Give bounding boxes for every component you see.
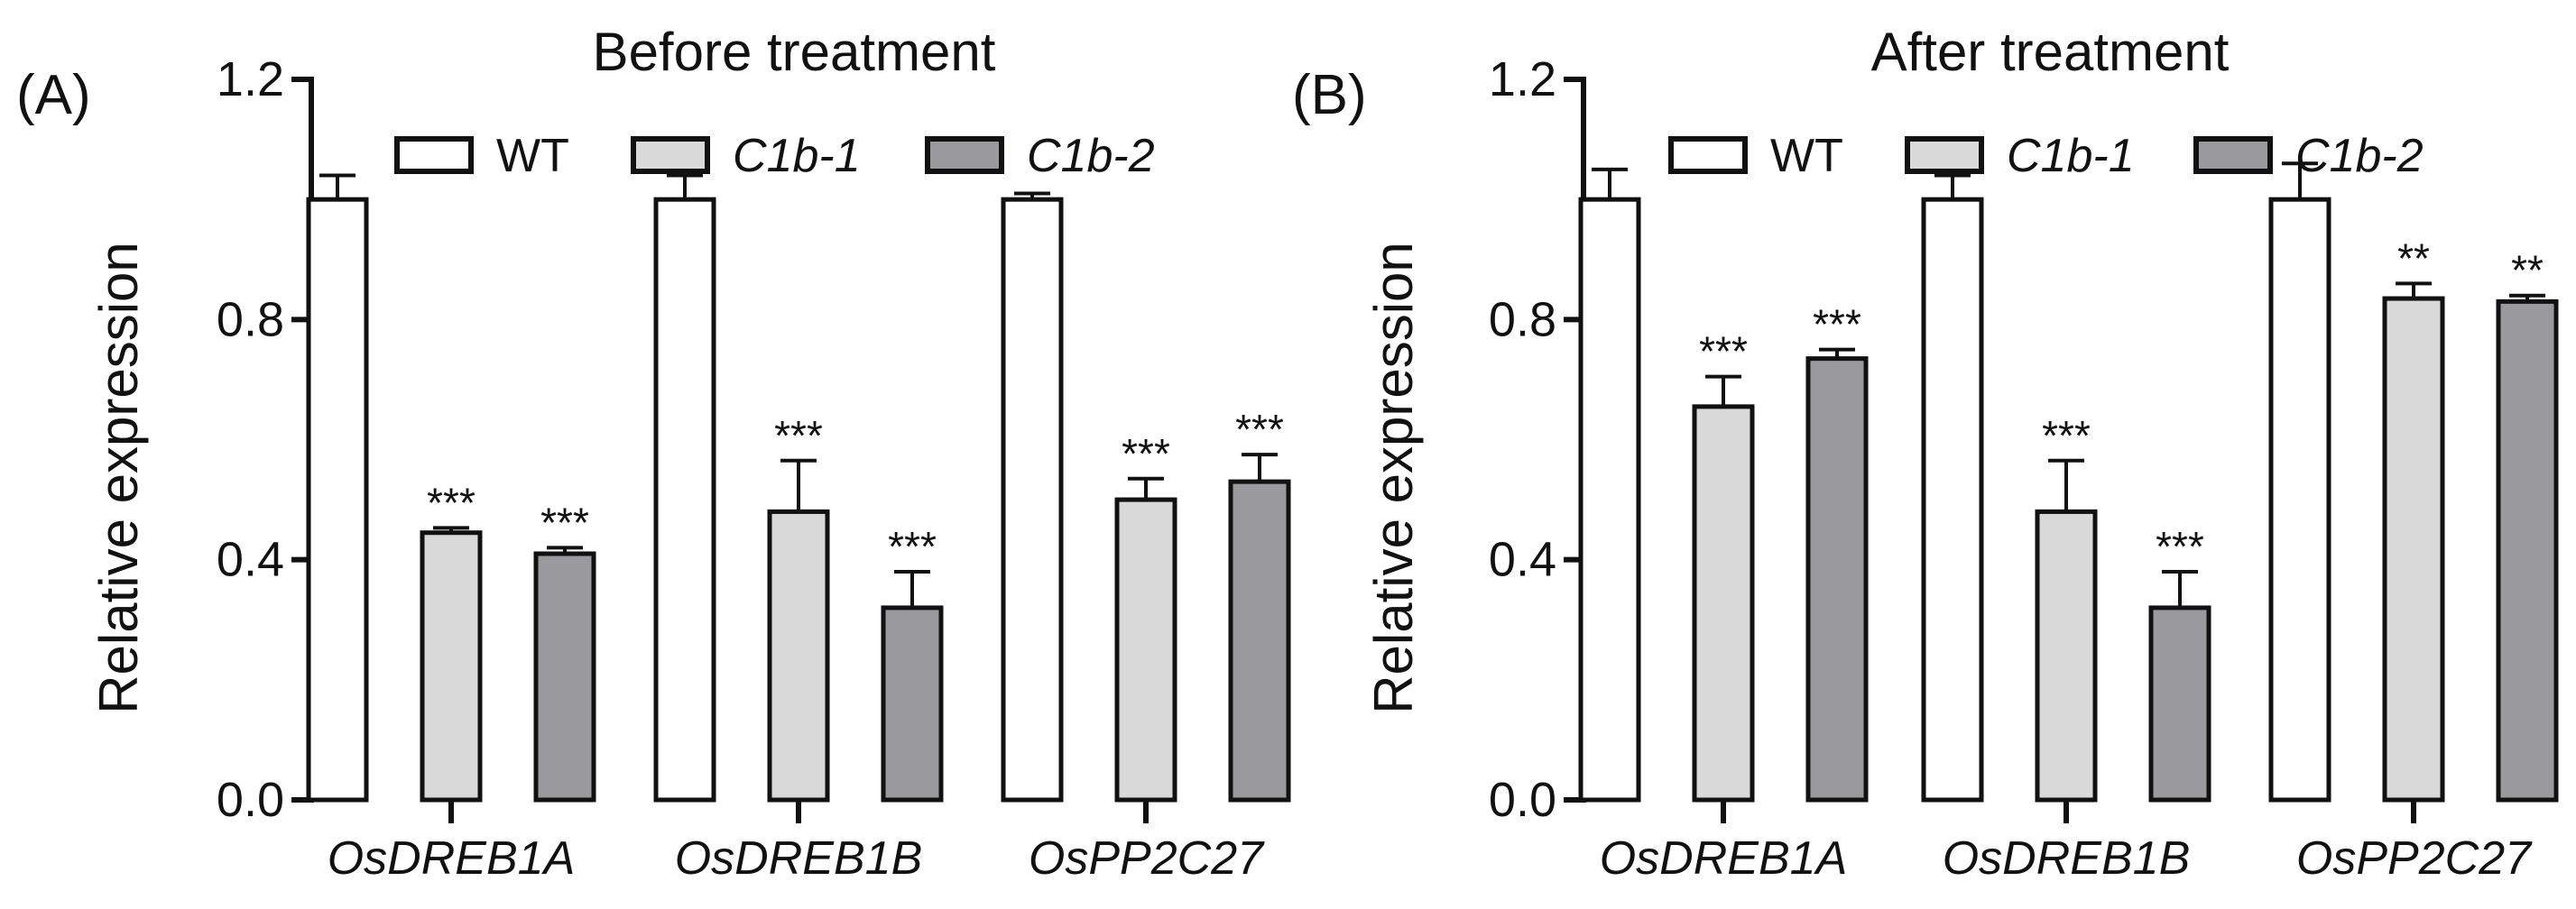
- significance-label: ***: [888, 523, 937, 570]
- panel-a-axes: 0.0 0.4 0.8 1.2 *** *** OsDREB1A *** *** OsDREB1B…: [217, 52, 1291, 885]
- panel-b-title: After treatment: [1871, 22, 2230, 82]
- legend-label-c1b-2: C1b-2: [2295, 130, 2424, 182]
- legend-swatch-c1b-1: [1905, 136, 1984, 174]
- legend-label-c1b-2: C1b-2: [1027, 130, 1155, 182]
- panel-a: (A) Before treatment Relative expression…: [16, 22, 1291, 885]
- legend-swatch-c1b-2: [925, 136, 1004, 174]
- significance-label: ***: [1235, 406, 1284, 453]
- y-tick-label: 0.4: [217, 533, 284, 587]
- bar: [420, 530, 483, 803]
- y-tick-label: 1.2: [217, 52, 284, 106]
- panel-a-y-axis-label: Relative expression: [88, 242, 149, 714]
- panel-a-label: (A): [16, 64, 91, 126]
- bar: [533, 551, 596, 803]
- panel-b: (B) After treatment Relative expression …: [1292, 22, 2559, 885]
- bar: [1805, 356, 1869, 803]
- significance-label: ***: [427, 479, 475, 526]
- bar: [1692, 404, 1755, 803]
- bar: [1114, 497, 1177, 803]
- bar: [881, 605, 944, 803]
- bar: [767, 509, 830, 803]
- legend-swatch-wt: [394, 136, 474, 174]
- legend-swatch-wt: [1668, 136, 1748, 174]
- x-tick-label: OsDREB1B: [1943, 832, 2191, 885]
- significance-label: ***: [774, 412, 823, 459]
- significance-label: ***: [1813, 301, 1861, 348]
- bar: [653, 197, 716, 803]
- legend-swatch-c1b-1: [631, 136, 710, 174]
- bar: [1228, 479, 1291, 803]
- x-tick-label: OsDREB1A: [1600, 832, 1848, 885]
- y-tick-label: 1.2: [1489, 52, 1556, 106]
- legend-swatch-c1b-2: [2193, 136, 2273, 174]
- bar: [1921, 197, 1984, 803]
- y-tick-label: 0.8: [217, 292, 284, 346]
- panel-b-axes: 0.0 0.4 0.8 1.2 *** *** OsDREB1A *** *** OsDREB1B…: [1489, 52, 2559, 885]
- y-tick-label: 0.0: [217, 773, 284, 827]
- y-tick-label: 0.0: [1489, 773, 1556, 827]
- bar: [2496, 298, 2559, 803]
- bar: [1001, 197, 1064, 803]
- x-tick-label: OsDREB1A: [328, 832, 576, 885]
- significance-label: **: [2397, 234, 2430, 281]
- legend-label-wt: WT: [1770, 130, 1843, 182]
- y-tick-label: 0.4: [1489, 533, 1556, 587]
- panel-a-title: Before treatment: [593, 22, 996, 82]
- panel-b-legend: WT C1b-1 C1b-2: [1668, 130, 2424, 182]
- x-tick-label: OsDREB1B: [675, 832, 923, 885]
- significance-label: ***: [1122, 430, 1170, 477]
- panel-b-y-axis-label: Relative expression: [1363, 242, 1424, 714]
- legend-label-c1b-1: C1b-1: [2007, 130, 2135, 182]
- bar: [2268, 197, 2331, 803]
- bar: [306, 197, 369, 803]
- significance-label: ***: [2042, 412, 2091, 459]
- panel-a-legend: WT C1b-1 C1b-2: [394, 130, 1155, 182]
- legend-label-c1b-1: C1b-1: [733, 130, 861, 182]
- legend-label-wt: WT: [496, 130, 569, 182]
- x-tick-label: OsPP2C27: [2296, 832, 2533, 885]
- significance-label: **: [2511, 247, 2544, 294]
- x-tick-label: OsPP2C27: [1029, 832, 1265, 885]
- bar: [2382, 296, 2445, 803]
- significance-label: ***: [540, 499, 589, 546]
- bar: [2035, 509, 2098, 803]
- significance-label: ***: [1699, 328, 1748, 375]
- significance-label: ***: [2156, 523, 2204, 570]
- panel-b-label: (B): [1292, 64, 1367, 126]
- y-tick-label: 0.8: [1489, 292, 1556, 346]
- bar: [2148, 605, 2211, 803]
- bar: [1578, 197, 1641, 803]
